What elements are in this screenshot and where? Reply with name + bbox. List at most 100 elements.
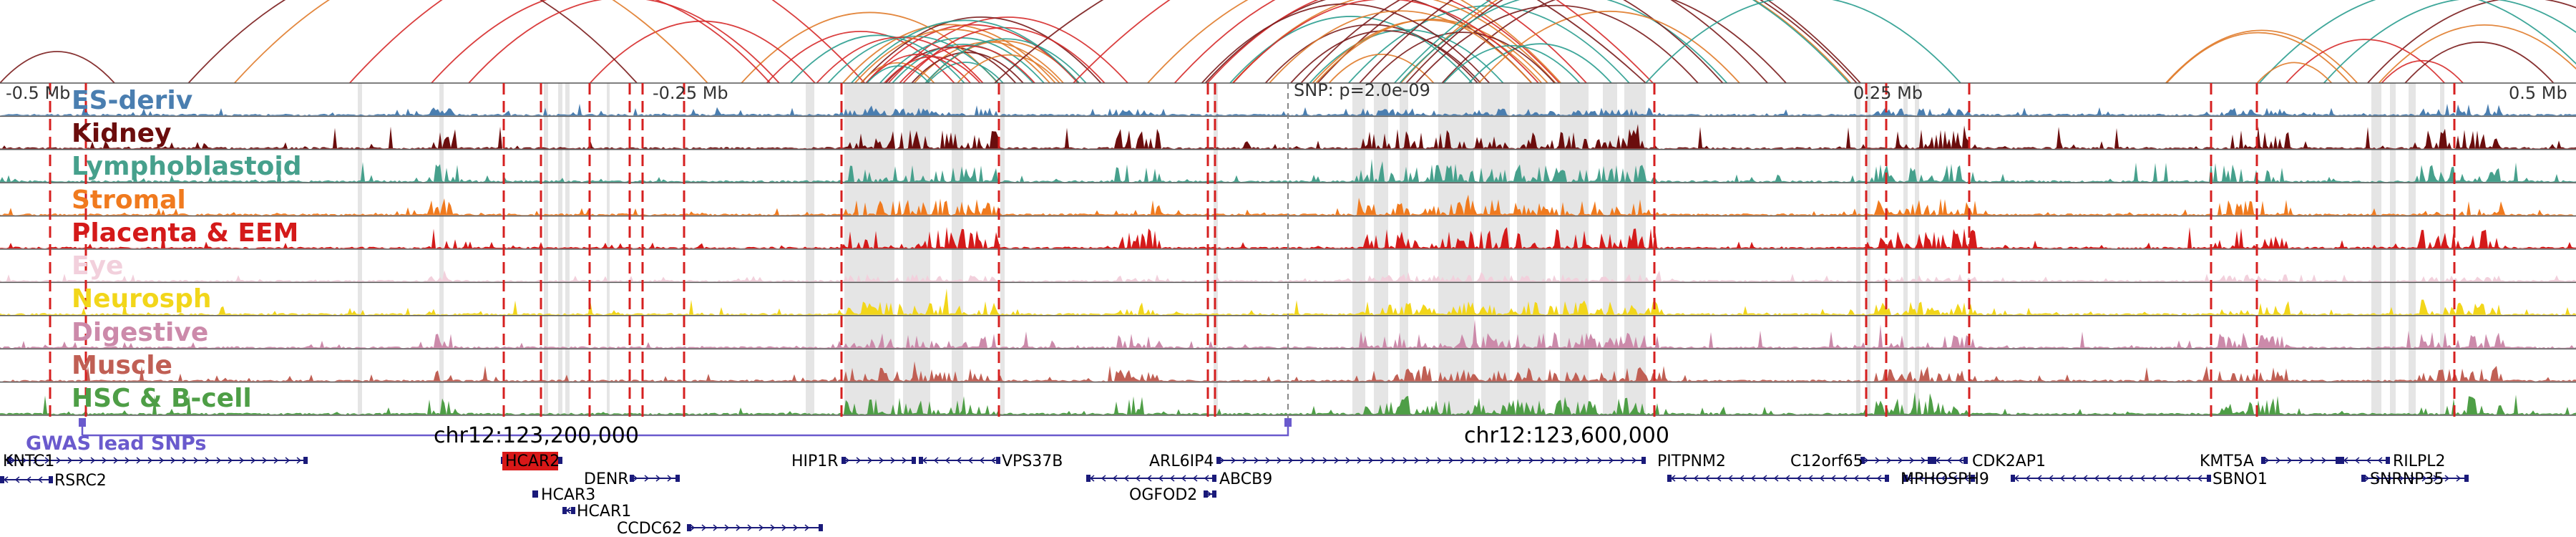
exon	[1860, 457, 1865, 464]
track-label-muscle: Muscle	[72, 351, 172, 380]
gene-label: RSRC2	[54, 472, 107, 490]
interaction-arc	[927, 62, 1004, 84]
signal-track	[0, 289, 2576, 315]
interaction-arc	[854, 29, 1050, 84]
strand-arrow	[193, 457, 199, 464]
interaction-arc	[431, 0, 771, 84]
interaction-arc	[2404, 42, 2555, 84]
strand-arrow	[1909, 457, 1915, 464]
exon	[841, 457, 846, 464]
signal-tracks	[0, 103, 2576, 415]
strand-arrow	[147, 457, 153, 464]
gwas-snp-marker	[79, 418, 86, 427]
interaction-arc	[1348, 5, 1630, 84]
gene-label: MPHOSPH9	[1901, 470, 1989, 488]
strand-arrow	[890, 457, 896, 464]
exon	[49, 476, 53, 483]
exon	[2011, 475, 2015, 482]
gene-label: CDK2AP1	[1972, 453, 2046, 470]
interaction-arc	[1206, 0, 1560, 84]
interaction-arc	[827, 35, 999, 84]
signal-track	[0, 392, 2576, 415]
interaction-arc	[1317, 0, 1768, 84]
axis-tick-snp: SNP: p=2.0e-09	[1294, 80, 1430, 100]
interaction-arc	[866, 65, 930, 84]
interaction-arc	[1468, 43, 1612, 84]
strand-arrow	[1631, 457, 1637, 464]
strand-arrow	[804, 524, 810, 531]
interaction-arc	[2166, 32, 2351, 84]
interaction-arc	[851, 19, 1080, 84]
strand-arrow	[2275, 457, 2281, 464]
gene-label: VPS37B	[1002, 453, 1063, 470]
interaction-arc	[957, 54, 1060, 84]
exon	[1204, 490, 1208, 498]
strand-arrow	[1483, 457, 1488, 464]
strand-arrow	[2140, 475, 2145, 482]
strand-arrow	[250, 457, 256, 464]
strand-arrow	[1494, 457, 1500, 464]
strand-arrow	[1739, 475, 1745, 482]
strand-arrow	[2117, 475, 2122, 482]
strand-arrow	[1334, 457, 1340, 464]
strand-arrow	[1773, 475, 1779, 482]
strand-arrow	[1876, 475, 1882, 482]
exon	[303, 457, 308, 464]
strand-arrow	[1402, 457, 1408, 464]
strand-arrow	[2298, 457, 2304, 464]
gene-mphosph9: MPHOSPH9	[1901, 470, 1989, 488]
strand-arrow	[1391, 457, 1397, 464]
strand-arrow	[182, 457, 187, 464]
gene-label: HIP1R	[791, 453, 839, 470]
exon	[571, 507, 575, 514]
strand-arrow	[1842, 475, 1848, 482]
strand-arrow	[1506, 457, 1511, 464]
exon	[7, 457, 11, 464]
strand-arrow	[2174, 475, 2180, 482]
exon	[1928, 457, 1932, 464]
strand-arrow	[2377, 457, 2383, 464]
exon	[2340, 457, 2344, 464]
strand-arrow	[644, 475, 650, 482]
strand-arrow	[1448, 457, 1454, 464]
strand-arrow	[655, 475, 661, 482]
strand-arrow	[1517, 457, 1523, 464]
strand-arrow	[1921, 457, 1926, 464]
strand-arrow	[1169, 475, 1175, 482]
gene-rilpl2: RILPL2	[2340, 453, 2446, 470]
strand-arrow	[33, 457, 39, 464]
interaction-arc	[790, 34, 965, 84]
exon	[1212, 475, 1216, 482]
axis-tick-plus-05: 0.5 Mb	[2509, 83, 2567, 103]
strand-arrow	[1254, 457, 1259, 464]
strand-arrow	[67, 457, 73, 464]
interaction-arc	[1394, 0, 1850, 84]
strand-arrow	[1875, 457, 1880, 464]
coordinate-label-right: chr12:123,600,000	[1464, 423, 1669, 448]
gene-label: ABCB9	[1219, 470, 1272, 488]
strand-arrow	[1586, 457, 1591, 464]
interaction-arc	[1359, 0, 1861, 84]
gene-label: SNRNP35	[2370, 470, 2444, 488]
strand-arrow	[990, 457, 996, 464]
strand-arrow	[1853, 475, 1859, 482]
exon	[1216, 457, 1221, 464]
chromosome-coordinates: chr12:123,200,000 chr12:123,600,000	[434, 423, 1669, 448]
interaction-arc	[1269, 10, 1533, 84]
interaction-arc	[1370, 32, 1556, 84]
gene-label: OGFOD2	[1129, 486, 1197, 504]
strand-arrow	[1886, 457, 1892, 464]
strand-arrow	[228, 457, 233, 464]
interaction-arc	[766, 31, 955, 84]
strand-arrow	[1206, 490, 1212, 498]
gene-hcar2: HCAR2	[501, 452, 562, 470]
interaction-arc	[994, 0, 1646, 84]
interaction-arc	[899, 45, 1035, 84]
strand-arrow	[1231, 457, 1236, 464]
exon	[630, 475, 634, 482]
exon	[2261, 457, 2265, 464]
gwas-snp-lines	[49, 83, 2456, 421]
track-label-kidney: Kidney	[72, 119, 172, 148]
strand-arrow	[667, 475, 673, 482]
interaction-arc	[2323, 0, 2576, 84]
